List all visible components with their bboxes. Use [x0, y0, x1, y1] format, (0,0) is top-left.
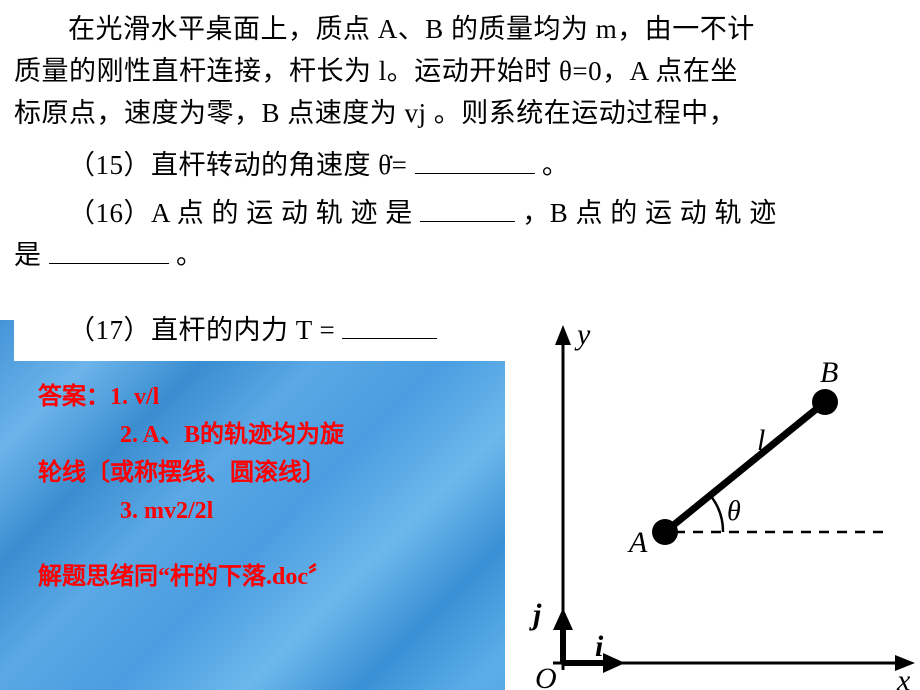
question-16-line1: （16）A 点 的 运 动 轨 迹 是 ，B 点 的 运 动 轨 迹 — [14, 192, 906, 234]
question-16-line2: 是 。 — [14, 234, 906, 276]
origin-label: O — [535, 662, 557, 690]
answer-3: 3. mv2/2l — [38, 492, 468, 530]
q16-blank-b — [49, 237, 169, 264]
q17-text: （17）直杆的内力 T = — [14, 315, 335, 345]
intro-line-1: 在光滑水平桌面上，质点 A、B 的质量均为 m，由一不计 — [14, 8, 906, 50]
question-15: （15）直杆转动的角速度 θ̇= 。 — [14, 144, 906, 186]
y-axis-label: y — [574, 320, 591, 351]
answer-block: 答案：1. v/l 2. A、B的轨迹均为旋 轮线〔或称摆线、圆滚线〕 3. m… — [38, 378, 468, 596]
intro-line-3: 标原点，速度为零，B 点速度为 vj 。则系统在运动过程中， — [14, 92, 906, 134]
point-b-label: B — [820, 356, 838, 389]
i-vector-label: i — [595, 630, 604, 663]
answer-2a: 2. A、B的轨迹均为旋 — [38, 416, 468, 454]
q16-text-mid: ，B 点 的 运 动 轨 迹 — [522, 198, 777, 228]
point-a-label: A — [627, 526, 648, 559]
q16-l2-pre: 是 — [14, 240, 42, 270]
q16-text-pre: （16）A 点 的 运 动 轨 迹 是 — [68, 198, 413, 228]
q15-blank — [415, 147, 535, 174]
problem-statement: 在光滑水平桌面上，质点 A、B 的质量均为 m，由一不计 质量的刚性直杆连接，杆… — [0, 0, 920, 320]
answer-2b: 轮线〔或称摆线、圆滚线〕 — [38, 454, 468, 492]
theta-label: θ — [727, 496, 741, 527]
q15-text: （15）直杆转动的角速度 θ̇= — [68, 150, 407, 180]
question-17: （17）直杆的内力 T = — [14, 305, 514, 361]
intro-line-2: 质量的刚性直杆连接，杆长为 l。运动开始时 θ=0，A 点在坐 — [14, 50, 906, 92]
q15-period: 。 — [542, 150, 570, 180]
rod-length-label: l — [757, 424, 765, 457]
q17-blank — [342, 312, 437, 339]
j-vector-label: j — [529, 598, 542, 631]
coordinate-diagram: y x O j i A B l θ — [505, 320, 920, 690]
q16-blank-a — [420, 195, 515, 222]
answer-1: 答案：1. v/l — [38, 378, 468, 416]
q16-l2-post: 。 — [176, 240, 204, 270]
answer-hint: 解题思绪同“杆的下落.doc〞 — [38, 558, 468, 596]
x-axis-label: x — [896, 664, 911, 690]
